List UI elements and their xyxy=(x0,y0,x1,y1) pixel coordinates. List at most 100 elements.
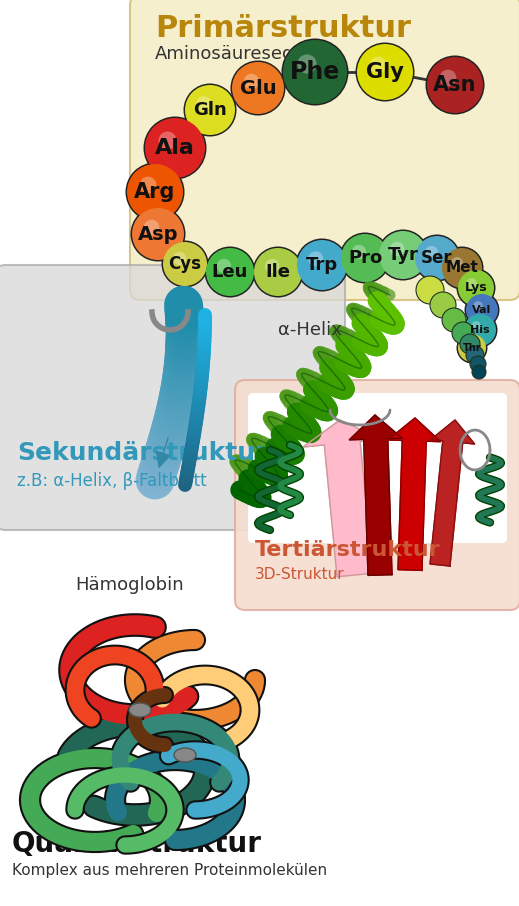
Circle shape xyxy=(173,252,186,265)
Text: Primärstruktur: Primärstruktur xyxy=(155,14,411,43)
Text: Ser: Ser xyxy=(421,249,453,267)
Circle shape xyxy=(244,73,260,90)
Circle shape xyxy=(308,251,323,266)
Circle shape xyxy=(281,38,348,105)
Text: Komplex aus mehreren Proteinmolekülen: Komplex aus mehreren Proteinmolekülen xyxy=(12,863,327,878)
Circle shape xyxy=(442,248,482,288)
Circle shape xyxy=(126,162,184,221)
FancyBboxPatch shape xyxy=(235,380,519,610)
Circle shape xyxy=(466,278,477,289)
Circle shape xyxy=(295,238,348,292)
Polygon shape xyxy=(430,420,475,566)
Polygon shape xyxy=(303,420,381,577)
Circle shape xyxy=(464,314,496,346)
Circle shape xyxy=(379,231,427,279)
Text: Glu: Glu xyxy=(240,79,276,98)
Text: Tyr: Tyr xyxy=(388,246,418,264)
Circle shape xyxy=(130,207,185,262)
Polygon shape xyxy=(349,415,402,575)
Text: Lys: Lys xyxy=(465,282,487,294)
Circle shape xyxy=(390,242,404,256)
Circle shape xyxy=(370,56,387,73)
FancyBboxPatch shape xyxy=(0,265,345,530)
Circle shape xyxy=(473,301,483,311)
Circle shape xyxy=(230,61,285,115)
FancyBboxPatch shape xyxy=(130,0,519,300)
Text: Ile: Ile xyxy=(266,263,291,281)
Circle shape xyxy=(196,96,211,111)
Circle shape xyxy=(184,83,237,137)
Text: Hämoglobin: Hämoglobin xyxy=(76,576,184,594)
Circle shape xyxy=(204,246,255,297)
Text: Trp: Trp xyxy=(306,256,338,274)
Text: z.B: α-Helix, β-Faltblatt: z.B: α-Helix, β-Faltblatt xyxy=(17,472,207,490)
Ellipse shape xyxy=(174,748,196,762)
Text: Leu: Leu xyxy=(212,263,248,281)
Text: Thr: Thr xyxy=(462,343,481,353)
Circle shape xyxy=(427,57,483,113)
Text: Arg: Arg xyxy=(134,182,176,202)
Circle shape xyxy=(206,248,254,296)
Text: α-Helix: α-Helix xyxy=(278,321,342,339)
Circle shape xyxy=(457,268,496,307)
Circle shape xyxy=(377,229,429,281)
Circle shape xyxy=(356,43,415,101)
Circle shape xyxy=(185,85,235,135)
Circle shape xyxy=(458,334,486,362)
Circle shape xyxy=(414,235,460,282)
Circle shape xyxy=(339,233,390,284)
Circle shape xyxy=(283,40,347,104)
Circle shape xyxy=(297,240,347,290)
Circle shape xyxy=(161,240,209,287)
Text: Phe: Phe xyxy=(290,60,340,84)
Circle shape xyxy=(472,365,486,379)
Circle shape xyxy=(457,333,487,363)
Text: Met: Met xyxy=(446,261,479,275)
Text: His: His xyxy=(470,325,490,335)
Circle shape xyxy=(143,117,207,179)
Circle shape xyxy=(254,248,302,296)
Circle shape xyxy=(352,245,366,259)
Circle shape xyxy=(452,322,474,344)
Text: Pro: Pro xyxy=(348,249,382,267)
Circle shape xyxy=(466,346,484,364)
Text: Cys: Cys xyxy=(169,255,201,273)
Circle shape xyxy=(297,54,317,73)
Text: Gln: Gln xyxy=(193,101,227,119)
Circle shape xyxy=(440,70,456,86)
Circle shape xyxy=(460,334,480,354)
Text: Gly: Gly xyxy=(366,62,404,82)
Circle shape xyxy=(426,55,485,114)
Circle shape xyxy=(465,341,473,349)
Circle shape xyxy=(416,276,444,304)
Circle shape xyxy=(442,308,466,332)
Circle shape xyxy=(217,259,231,274)
Circle shape xyxy=(441,246,484,290)
Ellipse shape xyxy=(129,703,151,717)
Text: Quartärstruktur: Quartärstruktur xyxy=(12,830,262,858)
Circle shape xyxy=(144,219,159,236)
Circle shape xyxy=(132,208,184,260)
Text: Val: Val xyxy=(472,305,491,315)
Text: Asn: Asn xyxy=(433,75,477,95)
FancyBboxPatch shape xyxy=(248,393,507,543)
Circle shape xyxy=(232,62,284,114)
Text: Sekundärstruktur: Sekundärstruktur xyxy=(17,441,267,465)
Text: Tertiärstruktur: Tertiärstruktur xyxy=(255,540,441,560)
Circle shape xyxy=(158,131,176,149)
Text: 3D-Struktur: 3D-Struktur xyxy=(255,567,345,582)
Circle shape xyxy=(253,246,304,297)
Circle shape xyxy=(470,356,486,372)
Text: Asp: Asp xyxy=(138,225,178,244)
Circle shape xyxy=(163,242,207,286)
Text: Ala: Ala xyxy=(155,138,195,158)
Text: Aminosäuresequenz: Aminosäuresequenz xyxy=(155,45,338,63)
Circle shape xyxy=(140,177,156,193)
Circle shape xyxy=(341,234,389,282)
Circle shape xyxy=(425,246,438,259)
Circle shape xyxy=(357,44,413,100)
Polygon shape xyxy=(388,418,441,571)
Circle shape xyxy=(458,270,494,306)
Circle shape xyxy=(127,164,183,220)
Circle shape xyxy=(451,257,463,269)
